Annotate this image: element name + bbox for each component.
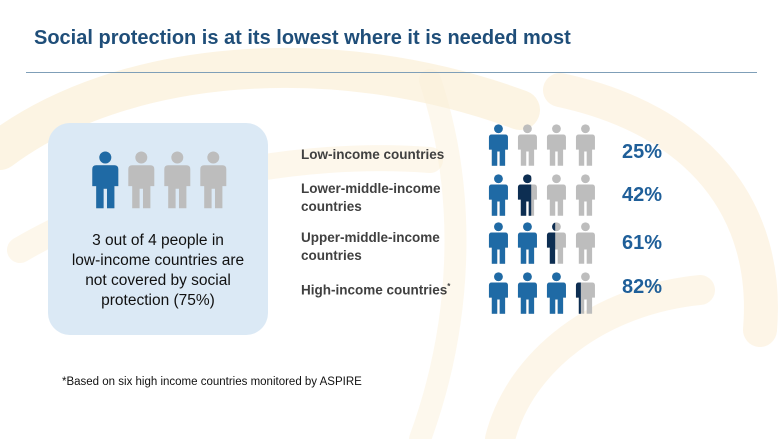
row-label-low-income: Low-income countries (301, 146, 471, 164)
callout-text-line: low-income countries are (71, 252, 245, 269)
row-icons-high-income (488, 272, 604, 316)
footnote-marker: * (447, 282, 451, 291)
person-icon (575, 124, 595, 166)
person-icon (546, 124, 566, 166)
person-icon (128, 151, 155, 209)
person-icon (546, 222, 566, 264)
people-pictogram (488, 272, 595, 314)
person-icon (517, 222, 537, 264)
footnote: *Based on six high income countries moni… (62, 376, 362, 388)
row-pct-low-income: 25% (622, 141, 663, 163)
row-label-text: High-income countries (301, 282, 448, 298)
people-pictogram (488, 174, 595, 216)
row-pct-upper-middle-income: 61% (622, 232, 663, 254)
callout-text: 3 out of 4 people in low-income countrie… (48, 231, 268, 311)
person-icon (517, 272, 537, 314)
people-pictogram (488, 124, 595, 166)
person-icon (517, 174, 537, 216)
person-icon (164, 151, 191, 209)
callout-people-icons (91, 151, 231, 213)
title-divider (26, 72, 757, 73)
callout-box: 3 out of 4 people in low-income countrie… (48, 123, 268, 335)
callout-text-line: not covered by social (85, 272, 231, 289)
person-icon (575, 272, 595, 314)
person-icon (546, 174, 566, 216)
row-icons-upper-middle-income (488, 222, 604, 266)
person-icon (92, 151, 119, 209)
row-label-text: Lower-middle-income (301, 181, 441, 196)
person-icon (488, 124, 508, 166)
row-label-high-income: High-income countries* (301, 278, 471, 300)
row-label-lower-middle-income: Lower-middle-income countries (301, 180, 471, 216)
row-label-text: countries (301, 199, 362, 214)
row-icons-low-income (488, 124, 604, 168)
person-icon (488, 222, 508, 264)
person-icon (546, 272, 566, 314)
row-label-text: countries (301, 248, 362, 263)
callout-text-line: protection (75%) (101, 292, 215, 309)
person-icon (488, 272, 508, 314)
row-icons-lower-middle-income (488, 174, 604, 218)
row-pct-lower-middle-income: 42% (622, 184, 663, 206)
row-pct-high-income: 82% (622, 276, 663, 298)
person-icon (517, 124, 537, 166)
person-icon (200, 151, 227, 209)
person-icon (488, 174, 508, 216)
row-label-upper-middle-income: Upper-middle-income countries (301, 229, 471, 265)
page-title: Social protection is at its lowest where… (34, 27, 571, 49)
row-label-text: Low-income countries (301, 147, 445, 162)
people-pictogram (92, 151, 227, 209)
row-label-text: Upper-middle-income (301, 230, 440, 245)
person-icon (575, 174, 595, 216)
person-icon (575, 222, 595, 264)
people-pictogram (488, 222, 595, 264)
callout-text-line: 3 out of 4 people in (92, 232, 224, 249)
